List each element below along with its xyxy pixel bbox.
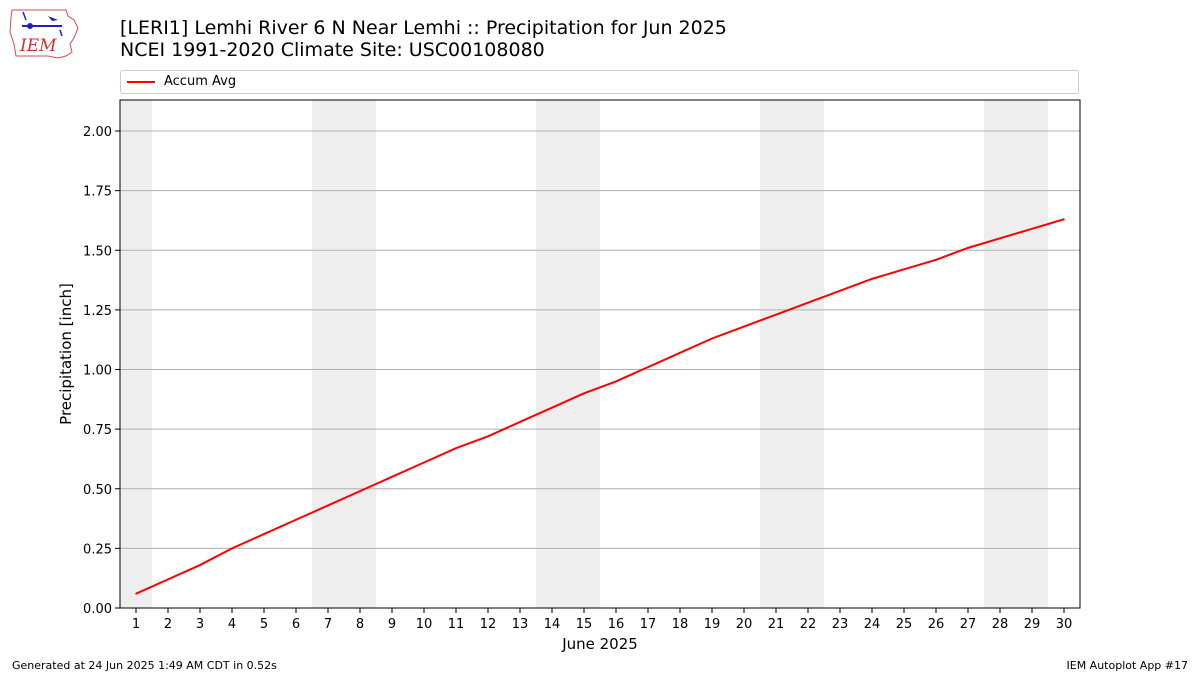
data-point [327,504,329,507]
data-point [423,461,425,464]
x-tick-label: 12 [480,617,497,632]
x-tick-label: 25 [896,617,913,632]
x-tick-label: 18 [672,617,689,632]
y-axis: 0.00 0.25 0.50 0.75 1.00 1.25 1.50 1.75 2.00 [83,125,120,617]
y-tick-label: 1.50 [83,244,112,259]
series-line-accum-avg [135,218,1065,595]
y-tick-label: 1.75 [83,185,112,200]
data-point [903,268,905,271]
weekend-bands [120,100,1048,608]
logo-text: IEM [19,36,57,56]
weekend-band-1 [312,100,376,608]
x-tick-label: 13 [512,617,529,632]
y-axis-label: Precipitation [inch] [57,283,75,425]
x-tick-label: 5 [260,617,268,632]
data-point [615,380,617,383]
x-axis: 1 2 3 4 5 6 7 8 9 10 11 12 13 14 15 16 17 18 19 20 21 22 23 24 2… [132,608,1072,632]
x-tick-label: 30 [1056,617,1073,632]
iem-logo: IEM [8,6,80,60]
x-tick-label: 22 [800,617,817,632]
x-tick-label: 11 [448,617,465,632]
data-point [551,406,553,409]
x-axis-label: June 2025 [561,635,638,653]
x-tick-label: 6 [292,617,300,632]
series-layer [135,218,1065,595]
chart-title: [LERI1] Lemhi River 6 N Near Lemhi :: Pr… [120,17,727,39]
x-tick-label: 28 [992,617,1009,632]
y-tick-label: 1.00 [83,364,112,379]
x-tick-label: 10 [416,617,433,632]
x-tick-label: 29 [1024,617,1041,632]
data-point [231,547,233,550]
data-point [775,313,777,316]
data-point [967,247,969,249]
plot-frame [119,99,1081,609]
x-tick-label: 16 [608,617,625,632]
data-point [391,476,393,478]
x-tick-label: 15 [576,617,593,632]
x-tick-label: 26 [928,617,945,632]
legend-label-accum-avg: Accum Avg [164,74,237,89]
data-point [199,564,201,566]
x-tick-label: 19 [704,617,721,632]
footer-app: IEM Autoplot App #17 [1066,659,1189,672]
data-point [743,325,745,328]
y-tick-label: 0.00 [83,602,112,617]
data-point [1063,218,1065,221]
data-point [807,301,809,304]
data-point [359,490,361,492]
data-point [583,392,585,395]
data-point [1031,227,1033,230]
x-tick-label: 21 [768,617,785,632]
x-tick-label: 14 [544,617,561,632]
legend-swatch-accum-avg [127,81,155,83]
data-point [519,421,521,423]
data-point [647,366,649,368]
data-point [839,289,841,292]
data-point [935,258,937,261]
x-tick-label: 17 [640,617,657,632]
data-point [871,278,873,280]
data-point [263,533,265,535]
legend: Accum Avg [120,70,1079,94]
y-tick-label: 0.50 [83,483,112,498]
x-tick-label: 23 [832,617,849,632]
data-point [487,435,489,438]
y-tick-label: 0.25 [83,542,112,557]
iem-state-logo-icon: IEM [9,9,79,59]
x-tick-label: 4 [228,617,236,632]
weekend-band-4 [984,100,1048,608]
x-tick-label: 3 [196,617,204,632]
data-point [999,237,1001,240]
x-tick-label: 2 [164,617,172,632]
x-tick-label: 27 [960,617,977,632]
y-tick-label: 0.75 [83,423,112,438]
data-point [135,592,137,595]
x-tick-label: 20 [736,617,753,632]
footer-generated: Generated at 24 Jun 2025 1:49 AM CDT in … [12,659,277,672]
x-tick-label: 1 [132,617,140,632]
data-point [455,447,457,450]
weekend-band-3 [760,100,824,608]
x-tick-label: 7 [324,617,332,632]
data-point [711,337,713,340]
y-tick-label: 1.25 [83,304,112,319]
y-tick-label: 2.00 [83,125,112,140]
x-tick-label: 9 [388,617,396,632]
x-tick-label: 24 [864,617,881,632]
data-point [167,578,169,581]
x-tick-label: 8 [356,617,364,632]
chart-subtitle: NCEI 1991-2020 Climate Site: USC00108080 [120,39,545,61]
data-point [295,518,297,521]
weekend-band-0 [120,100,152,608]
data-point [679,352,681,354]
weekend-band-2 [536,100,600,608]
